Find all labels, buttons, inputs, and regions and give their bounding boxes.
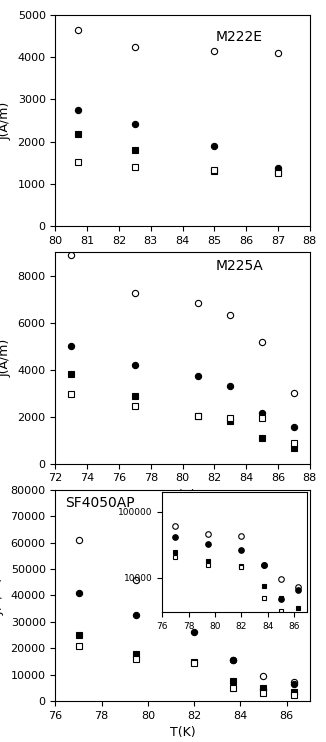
X-axis label: T(K): T(K) [170,252,195,265]
Text: SF4050AP: SF4050AP [66,496,135,510]
X-axis label: T(K): T(K) [170,489,195,502]
X-axis label: T(K): T(K) [170,726,195,740]
Y-axis label: J(A/m): J(A/m) [0,339,12,377]
Y-axis label: J(A/m): J(A/m) [0,577,5,614]
Text: M222E: M222E [215,30,263,44]
Text: M225A: M225A [215,259,263,272]
Y-axis label: J(A/m): J(A/m) [0,102,12,139]
